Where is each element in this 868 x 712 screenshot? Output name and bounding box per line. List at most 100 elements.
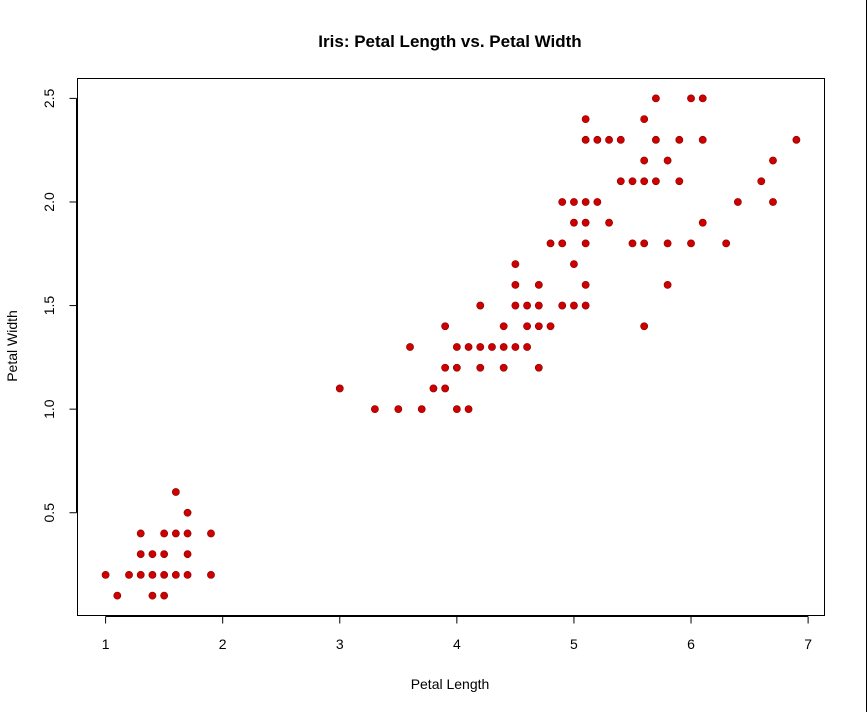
data-point <box>651 177 660 186</box>
data-point <box>663 239 672 248</box>
data-point <box>558 239 567 248</box>
data-point <box>441 322 450 331</box>
data-point <box>476 343 485 351</box>
data-point <box>687 239 695 248</box>
data-point <box>581 198 590 206</box>
data-point <box>640 322 649 331</box>
data-point <box>651 135 660 144</box>
data-point <box>722 239 731 248</box>
data-point <box>488 343 496 351</box>
x-tick-label: 7 <box>804 636 812 652</box>
data-point <box>546 322 555 331</box>
data-point <box>733 198 742 206</box>
plot-frame <box>77 78 825 616</box>
data-point <box>558 301 567 310</box>
data-point <box>698 218 707 227</box>
data-point <box>101 570 110 579</box>
data-point <box>417 405 426 414</box>
data-point <box>370 405 379 414</box>
data-point <box>160 550 169 559</box>
data-point <box>651 94 660 103</box>
data-point <box>394 405 403 414</box>
data-point <box>499 363 508 372</box>
y-tick-label: 0.5 <box>41 503 57 523</box>
data-point <box>581 115 590 124</box>
data-point <box>581 301 590 310</box>
data-point <box>698 94 707 103</box>
data-point <box>511 260 520 269</box>
data-point <box>464 343 473 351</box>
data-point <box>581 239 590 248</box>
data-point <box>136 529 145 538</box>
x-tick-label: 5 <box>570 636 578 652</box>
data-point <box>464 405 473 414</box>
data-point <box>207 570 215 579</box>
data-point <box>675 135 684 144</box>
data-point <box>640 156 649 165</box>
data-point <box>570 198 578 206</box>
data-point <box>616 177 625 186</box>
data-point <box>570 260 578 269</box>
data-point <box>523 301 532 310</box>
x-tick-label: 1 <box>102 636 110 652</box>
data-point <box>581 280 590 289</box>
data-point <box>593 135 602 144</box>
data-point <box>628 177 637 186</box>
chart-title: Iris: Petal Length vs. Petal Width <box>318 32 581 51</box>
data-point <box>441 363 450 372</box>
y-axis-label: Petal Width <box>4 310 20 382</box>
data-point <box>160 591 169 600</box>
data-point <box>160 529 169 538</box>
data-points <box>101 94 801 600</box>
data-point <box>183 550 192 559</box>
data-point <box>148 591 157 600</box>
data-point <box>605 135 613 144</box>
y-tick-label: 1.0 <box>41 399 57 419</box>
data-point <box>148 550 157 559</box>
data-point <box>675 177 684 186</box>
y-tick-label: 2.5 <box>41 88 57 108</box>
data-point <box>125 570 133 579</box>
data-point <box>113 591 122 600</box>
data-point <box>171 488 180 496</box>
data-point <box>452 343 461 351</box>
x-axis-label: Petal Length <box>411 676 490 692</box>
data-point <box>570 301 578 310</box>
data-point <box>663 280 672 289</box>
data-point <box>335 384 344 393</box>
data-point <box>183 570 192 579</box>
data-point <box>570 218 578 227</box>
data-point <box>534 363 543 372</box>
data-point <box>546 239 555 248</box>
data-point <box>441 384 450 393</box>
data-point <box>511 280 520 289</box>
data-point <box>511 343 520 351</box>
data-point <box>605 218 613 227</box>
data-point <box>136 570 145 579</box>
data-point <box>429 384 438 393</box>
data-point <box>640 239 649 248</box>
data-point <box>581 218 590 227</box>
x-axis: 1 2 3 4 5 6 7 <box>102 616 812 652</box>
data-point <box>171 570 180 579</box>
data-point <box>757 177 766 186</box>
x-tick-label: 2 <box>219 636 227 652</box>
x-tick-label: 3 <box>336 636 344 652</box>
data-point <box>523 322 532 331</box>
data-point <box>160 570 169 579</box>
data-point <box>616 135 625 144</box>
data-point <box>534 280 543 289</box>
data-point <box>593 198 602 206</box>
data-point <box>499 343 508 351</box>
data-point <box>534 301 543 310</box>
data-point <box>769 198 777 206</box>
data-point <box>698 135 707 144</box>
data-point <box>628 239 637 248</box>
data-point <box>558 198 567 206</box>
data-point <box>476 301 485 310</box>
data-point <box>476 363 485 372</box>
data-point <box>640 177 649 186</box>
data-point <box>511 301 520 310</box>
x-tick-label: 6 <box>687 636 695 652</box>
data-point <box>452 363 461 372</box>
